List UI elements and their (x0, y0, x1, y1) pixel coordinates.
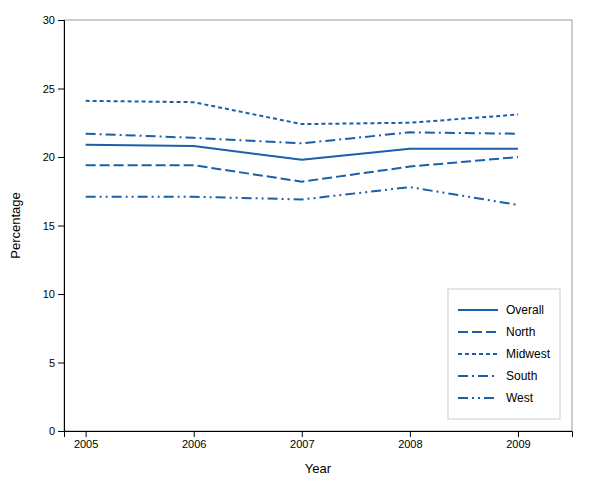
legend-swatch (458, 331, 498, 333)
axis-domain (58, 21, 65, 432)
tick: 2007 (290, 431, 314, 450)
legend-frame (448, 289, 560, 419)
legend-swatch (458, 375, 498, 377)
tick-mark (58, 89, 64, 90)
series-line (86, 157, 518, 182)
x-axis: 2005 2006 2007 2008 2009 (65, 431, 573, 450)
tick-mark (518, 431, 519, 437)
series-line (86, 145, 518, 160)
tick: 2006 (182, 431, 206, 450)
tick: 30 (43, 14, 64, 26)
chart: 2005 2006 2007 2008 2009 0 5 10 15 20 25 30 Year Perc… (0, 0, 596, 487)
tick-label: 25 (43, 83, 55, 95)
tick-label: 2006 (182, 438, 206, 450)
tick: 5 (49, 357, 64, 369)
tick-mark (58, 294, 64, 295)
tick-mark (58, 431, 64, 432)
lines (86, 101, 518, 205)
series-line (86, 101, 518, 124)
tick-mark (58, 157, 64, 158)
tick-mark (410, 431, 411, 437)
tick-mark (58, 226, 64, 227)
tick-label: 2007 (290, 438, 314, 450)
tick: 2008 (398, 431, 422, 450)
tick: 15 (43, 220, 64, 232)
tick-mark (86, 431, 87, 437)
series-line (86, 187, 518, 205)
tick: 20 (43, 151, 64, 163)
tick-mark (194, 431, 195, 437)
legend-swatch (458, 397, 498, 399)
tick-label: 30 (43, 14, 55, 26)
tick-label: 2005 (74, 438, 98, 450)
legend-label: Midwest (506, 347, 551, 361)
legend-swatch (458, 353, 498, 355)
legend-swatch (458, 309, 498, 311)
tick: 2009 (506, 431, 530, 450)
tick-label: 5 (49, 357, 55, 369)
legend-label: West (506, 391, 534, 405)
tick-mark (302, 431, 303, 437)
legend-label: Overall (506, 303, 544, 317)
y-axis: 0 5 10 15 20 25 30 (43, 14, 65, 437)
plot-frame (64, 20, 572, 431)
tick-mark (58, 363, 64, 364)
tick: 2005 (74, 431, 98, 450)
tick: 0 (49, 425, 64, 437)
x-axis-title: Year (305, 461, 332, 476)
tick: 25 (43, 83, 64, 95)
tick-label: 0 (49, 425, 55, 437)
y-axis-title: Percentage (8, 192, 23, 259)
legend: Overall North Midwest South West (448, 289, 560, 419)
tick-label: 2008 (398, 438, 422, 450)
tick-label: 10 (43, 288, 55, 300)
legend-label: North (506, 325, 535, 339)
legend-label: South (506, 369, 537, 383)
tick-label: 15 (43, 220, 55, 232)
axis-domain (65, 432, 573, 438)
tick: 10 (43, 288, 64, 300)
tick-mark (58, 20, 64, 21)
plot: 2005 2006 2007 2008 2009 0 5 10 15 20 25 30 Year Perc… (8, 14, 573, 476)
tick-label: 2009 (506, 438, 530, 450)
series-line (86, 132, 518, 143)
tick-label: 20 (43, 151, 55, 163)
